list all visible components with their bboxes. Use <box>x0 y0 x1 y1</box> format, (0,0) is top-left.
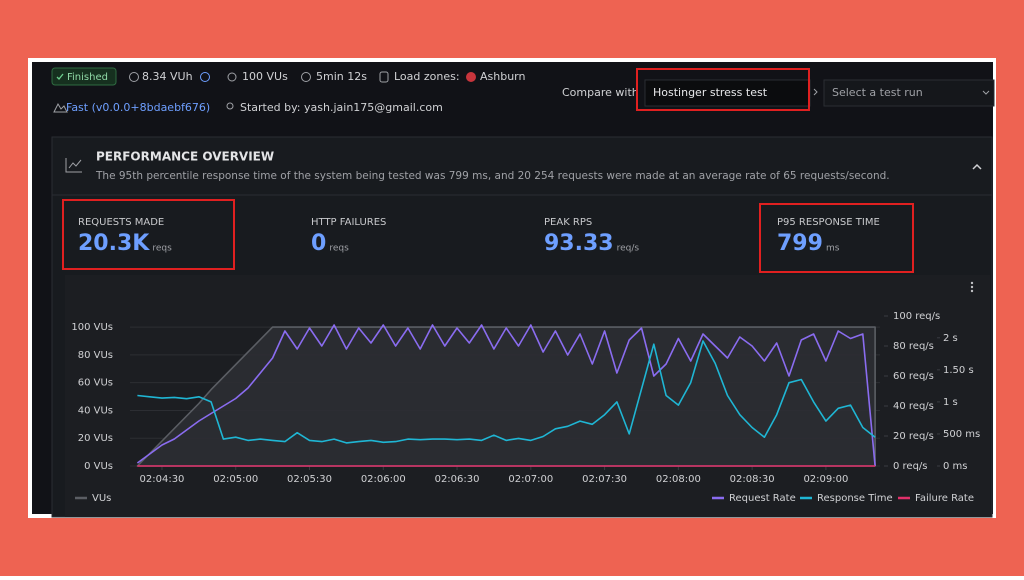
user-icon <box>226 102 234 110</box>
x-tick-label: 02:07:30 <box>582 474 627 485</box>
y3-tick-label: 1.50 s <box>943 365 974 376</box>
run-placeholder[interactable]: Select a test run <box>832 86 923 99</box>
vuh-icon <box>129 72 139 82</box>
highlight-box <box>759 203 914 273</box>
legend-label: Failure Rate <box>915 493 974 504</box>
vuh: 8.34 VUh <box>142 70 193 83</box>
y-tick-label: 0 VUs <box>84 461 113 472</box>
compare-selected[interactable]: Hostinger stress test <box>653 86 768 99</box>
metric-unit: reqs <box>152 244 172 254</box>
metric-label: HTTP FAILURES <box>311 217 386 228</box>
overview-title: PERFORMANCE OVERVIEW <box>96 150 274 164</box>
vus: 100 VUs <box>242 70 288 83</box>
y2-tick-label: 40 req/s <box>893 401 934 412</box>
env-icon <box>53 102 68 113</box>
chevron <box>813 88 818 96</box>
legend-label: Request Rate <box>729 493 796 504</box>
y2-tick-label: 80 req/s <box>893 341 934 352</box>
info-icon <box>200 72 210 82</box>
load-zones-label: Load zones: <box>394 70 460 83</box>
menu-dot[interactable] <box>970 285 974 289</box>
overview-description: The 95th percentile response time of the… <box>95 170 890 182</box>
y2-tick-label: 60 req/s <box>893 371 934 382</box>
y-tick-label: 100 VUs <box>71 322 113 333</box>
y-tick-label: 40 VUs <box>78 405 113 416</box>
x-tick-label: 02:07:00 <box>508 474 553 485</box>
x-tick-label: 02:05:00 <box>213 474 258 485</box>
clock-icon <box>301 72 311 82</box>
run-select[interactable] <box>823 79 995 107</box>
chart-icon <box>65 158 82 173</box>
metric-label: REQUESTS MADE <box>78 217 164 228</box>
metric-value: 0 <box>311 231 326 256</box>
y-tick-label: 20 VUs <box>78 433 113 444</box>
flag-icon <box>466 72 476 82</box>
compare-label: Compare with <box>562 86 639 99</box>
compare-select[interactable] <box>644 79 811 107</box>
status-badge <box>51 67 117 86</box>
collapse-caret[interactable] <box>972 163 982 170</box>
metric-unit: req/s <box>617 244 640 254</box>
started-by: Started by: yash.jain175@gmail.com <box>240 101 443 114</box>
y3-tick-label: 2 s <box>943 333 958 344</box>
load-zone: Ashburn <box>480 70 526 83</box>
series-line <box>136 324 876 467</box>
status: Finished <box>67 72 108 83</box>
highlight-box <box>62 199 235 270</box>
x-tick-label: 02:06:30 <box>435 474 480 485</box>
x-tick-label: 02:04:30 <box>140 474 185 485</box>
y3-tick-label: 1 s <box>943 397 958 408</box>
menu-dot[interactable] <box>970 289 974 293</box>
legend-label: Response Time <box>817 493 893 504</box>
chart: 0 VUs 20 VUs 40 VUs 60 VUs 80 VUs 100 VUs 0 re… <box>71 311 980 504</box>
metric-unit: ms <box>826 244 840 254</box>
y-tick-label: 80 VUs <box>78 350 113 361</box>
menu-dot[interactable] <box>970 281 974 285</box>
x-tick-label: 02:05:30 <box>287 474 332 485</box>
y3-tick-label: 500 ms <box>943 429 980 440</box>
y2-tick-label: 20 req/s <box>893 431 934 442</box>
metric-value: 93.33 <box>544 231 614 256</box>
y-tick-label: 60 VUs <box>78 378 113 389</box>
y3-tick-label: 0 ms <box>943 461 968 472</box>
highlight-box <box>636 68 810 111</box>
metric-label: P95 RESPONSE TIME <box>777 217 880 228</box>
check-icon <box>56 73 64 80</box>
metric-unit: reqs <box>329 244 349 254</box>
metric-label: PEAK RPS <box>544 217 592 228</box>
db-icon <box>379 71 389 83</box>
vus-area <box>136 326 876 467</box>
x-tick-label: 02:06:00 <box>361 474 406 485</box>
dropdown-arrow <box>982 90 990 95</box>
series-line <box>137 340 876 444</box>
x-tick-label: 02:08:30 <box>730 474 775 485</box>
version[interactable]: Fast (v0.0.0+8bdaebf676) <box>66 101 210 114</box>
y2-tick-label: 100 req/s <box>893 311 940 322</box>
vus-icon <box>227 72 237 82</box>
x-tick-label: 02:09:00 <box>803 474 848 485</box>
legend-label: VUs <box>92 493 111 504</box>
metric-value: 20.3K <box>78 231 150 256</box>
y2-tick-label: 0 req/s <box>893 461 928 472</box>
x-tick-label: 02:08:00 <box>656 474 701 485</box>
metric-value: 799 <box>777 231 823 256</box>
duration: 5min 12s <box>316 70 367 83</box>
